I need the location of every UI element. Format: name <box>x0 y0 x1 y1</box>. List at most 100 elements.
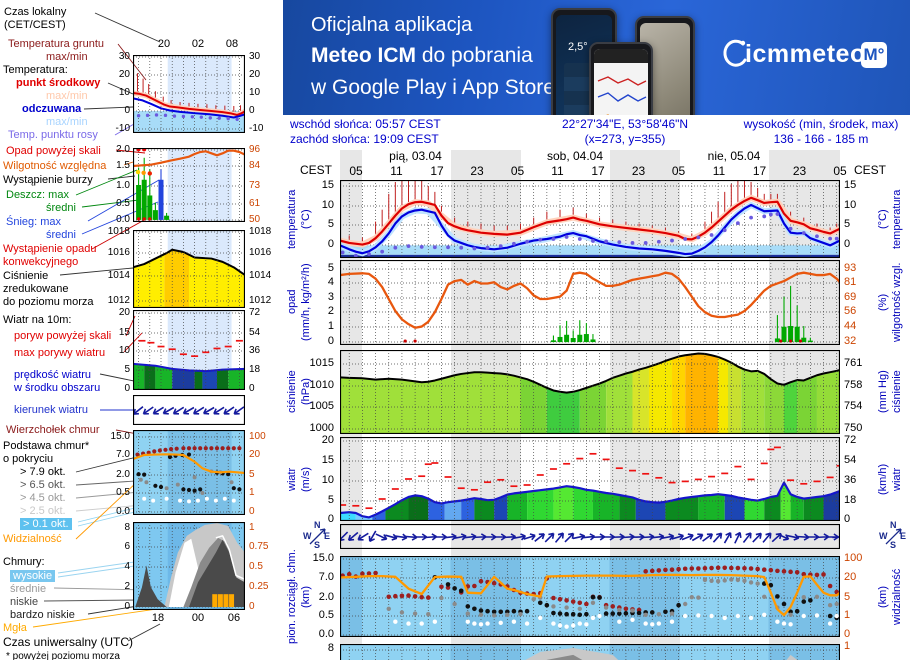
mini-y-tick-label: 54 <box>249 327 261 338</box>
legend-item: Wiatr na 10m: <box>3 314 72 326</box>
mini-y-tick-label: 73 <box>249 180 261 191</box>
legend-item: średni <box>46 202 76 214</box>
legend-item: * powyżej poziomu morza <box>6 651 120 660</box>
mini-y-tick-label: 18 <box>249 364 261 375</box>
mini-y-tick-label: 1.0 <box>116 180 130 191</box>
grid-text: (x=273, y=355) <box>584 132 666 146</box>
legend-item: Ciśnienie <box>3 270 49 282</box>
legend-item: konwekcyjnego <box>3 256 79 268</box>
phone-mockup-front <box>589 42 653 115</box>
cest-label-left: CEST <box>299 163 332 177</box>
y-tick-label: 1000 <box>309 422 334 434</box>
axis-unit-right-name: widzialność <box>891 568 903 626</box>
app-banner[interactable]: Oficjalna aplikacja Meteo ICM do pobrani… <box>283 0 910 115</box>
y-tick-label: 18 <box>844 494 857 506</box>
y-tick-label: 1015 <box>309 357 334 369</box>
mini-wind-direction <box>133 395 245 425</box>
mini-y-tick-label: 1018 <box>249 226 272 237</box>
time-tick-label: 05 <box>349 164 363 178</box>
phone-temp-label: 2,5° <box>568 41 588 53</box>
y-tick-label: 10 <box>844 199 857 211</box>
banner-line2: Meteo ICM do pobrania <box>311 44 533 67</box>
legend-item: średnie <box>10 583 47 595</box>
legend-item: > 2.5 okt. <box>20 505 66 517</box>
legend-item: max/min <box>46 116 88 128</box>
legend-item: wysokie <box>10 570 56 582</box>
y-tick-label: 2.0 <box>318 591 334 603</box>
time-tick-label: 05 <box>833 164 847 178</box>
cest-label-right: CEST <box>853 163 886 177</box>
y-tick-label: 7.0 <box>318 571 334 583</box>
legend-item: Opad powyżej skali <box>6 145 101 157</box>
mini-temperature <box>133 55 245 133</box>
y-tick-label: 5 <box>844 591 851 603</box>
mini-y-tick-label: 0 <box>124 105 130 116</box>
y-tick-label: 72 <box>844 434 857 446</box>
mini-y-tick-label: 20 <box>118 307 130 318</box>
icmmeteo-logo[interactable]: icmmeteo <box>745 40 866 68</box>
panel-temperature <box>340 180 840 258</box>
panel-cloud-visibility <box>340 556 840 637</box>
mini-y-tick-label: -10 <box>249 123 264 134</box>
sunset-text: zachód słońca: 19:09 CEST <box>290 132 439 146</box>
mini-y-tick-label: 10 <box>118 345 130 356</box>
mini-y-tick-label: 2.0 <box>116 469 130 480</box>
mini-y-tick-label: 15 <box>118 327 130 338</box>
mini-y-tick-label: 30 <box>249 51 261 62</box>
legend-item: Wystąpienie burzy <box>3 174 93 186</box>
mini-y-tick-label: 96 <box>249 144 261 155</box>
legend-item: Temp. punktu rosy <box>8 129 98 141</box>
y-tick-label: 54 <box>844 454 857 466</box>
time-tick-label: 17 <box>430 164 444 178</box>
legend-item: Wystąpienie opadu <box>3 243 97 255</box>
y-tick-label: 20 <box>321 434 334 446</box>
day-label: sob, 04.04 <box>546 149 604 163</box>
compass-letter: W <box>879 531 888 541</box>
mini-y-tick-label: 20 <box>249 449 261 460</box>
sun-info: wschód słońca: 05:57 CEST zachód słońca:… <box>290 117 441 147</box>
mini-y-tick-label: 0 <box>124 383 130 394</box>
sunrise-text: wschód słońca: 05:57 CEST <box>290 117 441 131</box>
mini-y-tick-label: 1016 <box>249 247 272 258</box>
panel-pressure <box>340 350 840 434</box>
legend-item: Śnieg: max <box>6 216 62 228</box>
legend-item: Temperatura gruntu <box>8 38 104 50</box>
y-tick-label: 36 <box>844 474 857 486</box>
legend-item: do poziomu morza <box>3 296 94 308</box>
mini-y-tick-label: 7.0 <box>116 449 130 460</box>
y-tick-label: 761 <box>844 357 863 369</box>
mini-y-tick-label: 0 <box>249 383 255 394</box>
banner-line1: Oficjalna aplikacja <box>311 14 473 36</box>
legend-item: Temperatura: <box>3 64 68 76</box>
y-tick-label: 15 <box>844 179 857 191</box>
panel-wind <box>340 437 840 521</box>
legend-item: Podstawa chmur* <box>3 440 90 452</box>
mini-wind <box>133 310 245 390</box>
mini-y-tick-label: 1014 <box>249 270 272 281</box>
y-tick-label: 0 <box>844 513 851 525</box>
y-tick-label: 100 <box>844 552 863 564</box>
time-tick-label: 23 <box>470 164 484 178</box>
mini-time-top-label: 20 <box>157 38 171 50</box>
panel-wind-direction <box>340 524 840 549</box>
y-tick-label: 15 <box>321 454 334 466</box>
legend-item: (CET/CEST) <box>4 19 66 31</box>
legend-item: > 7.9 okt. <box>20 466 66 478</box>
compass-letter: E <box>900 531 907 541</box>
mini-y-tick-label: 0.0 <box>116 506 130 517</box>
axis-unit-right-unit: (km) <box>877 586 889 608</box>
y-tick-label: 758 <box>844 379 863 391</box>
y-tick-label: 5 <box>844 218 851 230</box>
axis-unit-left-name: pion. rozciągł. chm. <box>286 549 298 645</box>
y-tick-label: 10 <box>321 199 334 211</box>
time-tick-label: 23 <box>631 164 646 178</box>
mini-y-tick-label: 1012 <box>107 295 130 306</box>
compass-letter: S <box>890 540 897 550</box>
mini-y-tick-label: 10 <box>249 87 261 98</box>
coordinates-text: 22°27'34"E, 53°58'46"N <box>561 117 689 131</box>
mini-y-tick-label: 1016 <box>107 247 130 258</box>
y-tick-label: 1010 <box>309 379 334 391</box>
